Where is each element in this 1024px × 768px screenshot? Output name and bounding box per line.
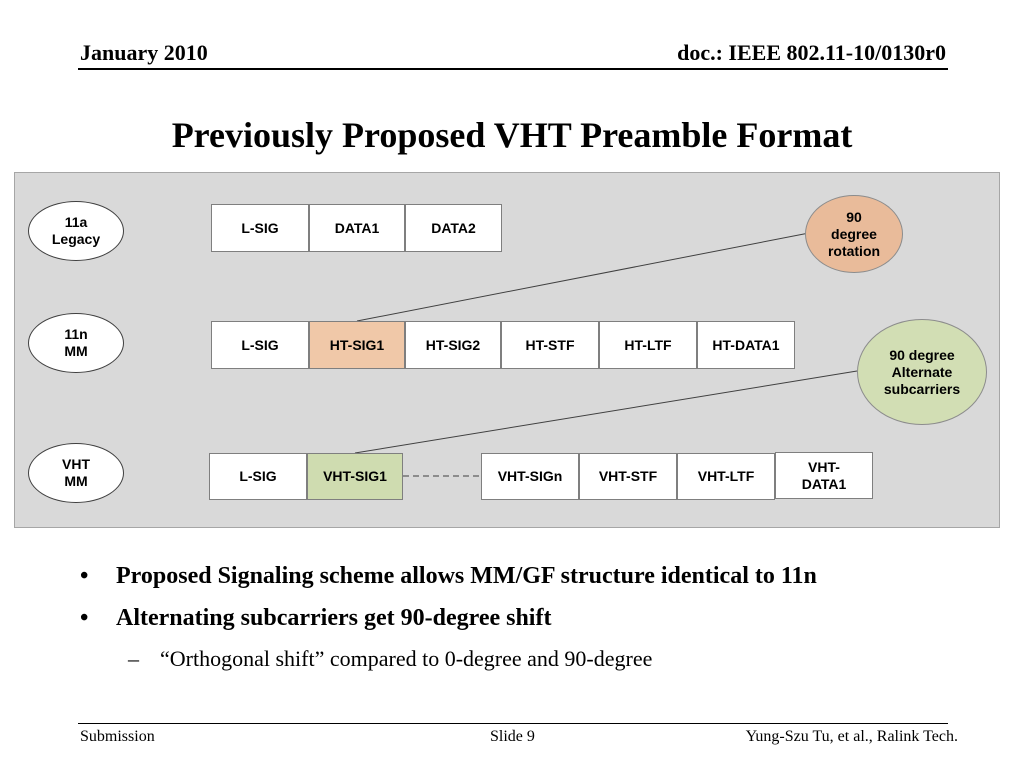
bullet-text: Proposed Signaling scheme allows MM/GF s… [116,563,817,589]
sub-bullet-item: – “Orthogonal shift” compared to 0-degre… [80,644,980,674]
cell-11a-data2: DATA2 [405,204,502,252]
cell-11n-ht-stf: HT-STF [501,321,599,369]
callout-90-degree-rotation: 90 degree rotation [805,195,903,273]
footer-submission: Submission [80,728,155,745]
footer-author: Yung-Szu Tu, et al., Ralink Tech. [745,728,958,745]
footer-rule [78,723,948,724]
bullet-text: Alternating subcarriers get 90-degree sh… [116,605,552,631]
row-label-11a-legacy: 11a Legacy [28,201,124,261]
cell-vht-stf: VHT-STF [579,453,677,500]
cell-vht-sig1: VHT-SIG1 [307,453,403,500]
connector-ht-sig1-to-rotation [356,232,810,322]
header-doc-id: doc.: IEEE 802.11-10/0130r0 [677,40,946,65]
cell-11n-ht-data1: HT-DATA1 [697,321,795,369]
sub-bullet-text: “Orthogonal shift” compared to 0-degree … [160,646,653,671]
row-label-vht-mm: VHT MM [28,443,124,503]
cell-11n-ht-sig2: HT-SIG2 [405,321,501,369]
row-label-11n-mm: 11n MM [28,313,124,373]
bullet-item: • Proposed Signaling scheme allows MM/GF… [80,560,980,592]
cell-vht-data1: VHT- DATA1 [775,452,873,499]
bullet-item: • Alternating subcarriers get 90-degree … [80,602,980,634]
cell-11n-ht-sig1: HT-SIG1 [309,321,405,369]
cell-11a-l-sig: L-SIG [211,204,309,252]
bullet-list: • Proposed Signaling scheme allows MM/GF… [80,560,980,674]
cell-vht-sign: VHT-SIGn [481,453,579,500]
cell-vht-l-sig: L-SIG [209,453,307,500]
sub-bullet-marker: – [128,646,139,671]
diagram-panel: 11a Legacy L-SIG DATA1 DATA2 11n MM L-SI… [14,172,1000,528]
header-rule [78,68,948,70]
bullet-marker: • [80,563,89,589]
header-date: January 2010 [80,40,208,65]
cell-11n-ht-ltf: HT-LTF [599,321,697,369]
bullet-marker: • [80,605,89,631]
footer-slide-number: Slide 9 [490,728,535,745]
cell-vht-ltf: VHT-LTF [677,453,775,500]
callout-90-degree-alternate-subcarriers: 90 degree Alternate subcarriers [857,319,987,425]
connector-vht-sig1-to-alternate [354,370,858,454]
connector-lines [354,232,858,477]
slide-title: Previously Proposed VHT Preamble Format [171,115,853,155]
cell-11n-l-sig: L-SIG [211,321,309,369]
cell-11a-data1: DATA1 [309,204,405,252]
